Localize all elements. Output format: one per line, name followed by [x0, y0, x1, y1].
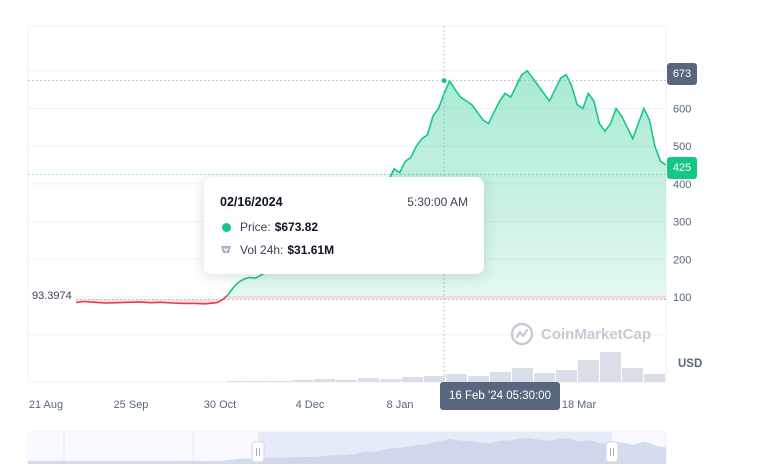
tooltip-volume-label: Vol 24h: [240, 243, 284, 257]
x-tick-label: 4 Dec [296, 399, 325, 411]
volume-bar [556, 370, 577, 382]
volume-bar [402, 377, 423, 382]
volume-bar [468, 376, 489, 382]
volume-bar [578, 360, 599, 382]
x-tick-label: 8 Jan [387, 399, 414, 411]
tooltip-time: 5:30:00 AM [407, 195, 468, 209]
volume-bar [622, 368, 643, 382]
price-line-up [225, 69, 667, 296]
volume-bars [226, 352, 665, 382]
volume-bar [600, 352, 621, 382]
hover-date-badge: 16 Feb '24 05:30:00 [440, 382, 560, 410]
x-tick-label: 18 Mar [562, 399, 597, 411]
tooltip-price-value: $673.82 [274, 220, 319, 234]
y-tick-label: 100 [673, 292, 691, 304]
price-area-down [28, 296, 666, 304]
volume-bar [270, 381, 291, 382]
reference-price-label: 93.3974 [28, 288, 76, 304]
volume-bar [490, 372, 511, 382]
y-tick-label: 200 [673, 254, 691, 266]
hover-price-badge: 673 [667, 63, 697, 85]
tooltip-price-row: Price: $673.82 [220, 220, 318, 234]
y-tick-label: 500 [673, 141, 691, 153]
volume-bar [512, 368, 533, 382]
price-line-down [27, 296, 228, 305]
volume-icon [221, 246, 231, 253]
x-tick-label: 25 Sep [114, 399, 149, 411]
volume-bar [534, 373, 555, 382]
watermark: CoinMarketCap [510, 322, 651, 346]
hover-point [440, 77, 448, 85]
coinmarketcap-logo-icon [510, 322, 534, 346]
tooltip-price-label: Price: [240, 220, 271, 234]
x-tick-label: 30 Oct [204, 399, 236, 411]
volume-bar [226, 381, 247, 382]
navigator-handle[interactable] [605, 441, 619, 463]
range-navigator[interactable] [27, 431, 667, 465]
y-tick-label: 600 [673, 104, 691, 116]
tooltip-volume-row: Vol 24h: $31.61M [220, 243, 334, 257]
tooltip-date: 02/16/2024 [220, 195, 283, 209]
volume-bar [424, 376, 445, 382]
navigator-handle[interactable] [251, 441, 265, 463]
current-price-badge: 425 [667, 157, 697, 179]
navigator-area [28, 438, 666, 464]
volume-bar [292, 380, 313, 382]
y-tick-label: 400 [673, 179, 691, 191]
price-dot-icon [222, 222, 231, 232]
price-tooltip: 02/16/2024 5:30:00 AM Price: $673.82 Vol… [204, 177, 484, 274]
tooltip-volume-value: $31.61M [287, 243, 335, 257]
volume-bar [248, 381, 269, 382]
volume-bar [358, 378, 379, 382]
x-tick-label: 21 Aug [29, 399, 63, 411]
volume-bar [380, 379, 401, 382]
volume-bar [644, 374, 665, 382]
volume-bar [446, 374, 467, 382]
volume-bar [336, 380, 357, 382]
axes: 100 200 300 400 500 600 21 Aug 25 Sep 30 Oct 4 De… [29, 104, 691, 412]
volume-bar [314, 379, 335, 382]
watermark-text: CoinMarketCap [541, 325, 652, 343]
currency-label: USD [678, 358, 703, 370]
y-tick-label: 300 [673, 217, 691, 229]
